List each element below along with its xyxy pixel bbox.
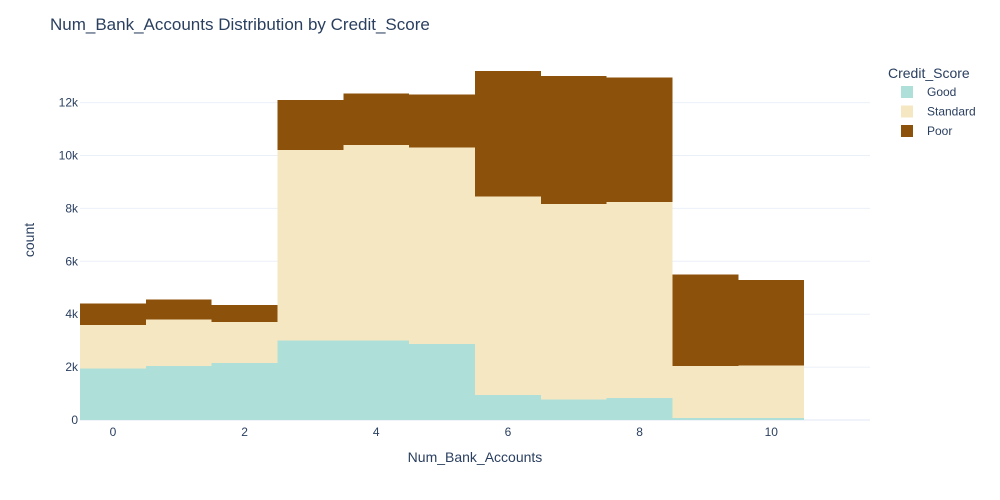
- bar-poor[interactable]: [606, 77, 673, 202]
- bar-poor[interactable]: [211, 304, 278, 323]
- bar-standard[interactable]: [475, 196, 541, 395]
- bar-poor[interactable]: [343, 93, 410, 145]
- x-tick-label: 8: [636, 425, 643, 439]
- bar-poor[interactable]: [277, 99, 344, 151]
- bar-good[interactable]: [211, 363, 278, 420]
- legend-swatch-standard[interactable]: [901, 105, 913, 118]
- bar-good[interactable]: [80, 368, 146, 420]
- x-tick-label: 2: [241, 425, 248, 439]
- bar-poor[interactable]: [80, 303, 146, 325]
- bar-good[interactable]: [145, 365, 212, 420]
- bar-poor[interactable]: [145, 299, 212, 320]
- bar-standard[interactable]: [80, 324, 146, 369]
- bar-poor[interactable]: [540, 75, 607, 205]
- bar-good[interactable]: [672, 418, 739, 420]
- legend-swatch-poor[interactable]: [901, 125, 913, 137]
- bar-good[interactable]: [409, 343, 475, 420]
- bar-poor[interactable]: [475, 70, 541, 197]
- y-tick-label: 4k: [65, 307, 79, 321]
- bar-standard[interactable]: [606, 201, 673, 399]
- x-tick-label: 4: [373, 425, 380, 439]
- bar-good[interactable]: [343, 340, 410, 420]
- y-tick-label: 6k: [65, 254, 79, 268]
- bar-standard[interactable]: [277, 150, 344, 341]
- y-tick-label: 8k: [65, 201, 79, 215]
- bar-poor[interactable]: [409, 94, 475, 148]
- bar-standard[interactable]: [409, 147, 475, 344]
- bar-good[interactable]: [277, 340, 344, 420]
- legend-label-poor[interactable]: Poor: [927, 124, 952, 138]
- bar-standard[interactable]: [343, 144, 410, 341]
- bar-standard[interactable]: [672, 366, 739, 419]
- legend-label-good[interactable]: Good: [927, 85, 956, 99]
- legend-items: Good Standard Poor: [901, 85, 976, 138]
- y-tick-label: 2k: [65, 360, 79, 374]
- chart-title: Num_Bank_Accounts Distribution by Credit…: [50, 15, 430, 34]
- legend-swatch-good[interactable]: [901, 86, 913, 98]
- y-tick-label: 10k: [59, 149, 79, 163]
- y-axis-title: count: [21, 223, 37, 257]
- bar-standard[interactable]: [211, 322, 278, 364]
- y-axis-ticks: 0 2k 4k 6k 8k 10k 12k: [59, 96, 79, 427]
- legend[interactable]: Credit_Score Good Standard Poor: [888, 65, 976, 138]
- bar-standard[interactable]: [540, 204, 607, 400]
- bar-good[interactable]: [540, 399, 607, 420]
- bar-good[interactable]: [606, 398, 673, 420]
- x-tick-label: 6: [505, 425, 512, 439]
- x-axis-title: Num_Bank_Accounts: [408, 449, 543, 465]
- legend-title: Credit_Score: [888, 65, 970, 81]
- bar-poor[interactable]: [738, 279, 805, 366]
- legend-label-standard[interactable]: Standard: [927, 105, 976, 119]
- y-tick-label: 0: [71, 413, 78, 427]
- bars-layer: [80, 70, 805, 420]
- x-tick-label: 10: [765, 425, 779, 439]
- x-axis-ticks: 0 2 4 6 8 10: [110, 425, 779, 439]
- y-tick-label: 12k: [59, 96, 79, 110]
- x-tick-label: 0: [110, 425, 117, 439]
- bar-standard[interactable]: [145, 319, 212, 366]
- bar-standard[interactable]: [738, 365, 805, 419]
- bar-good[interactable]: [738, 418, 805, 420]
- bar-poor[interactable]: [672, 274, 739, 367]
- bar-good[interactable]: [475, 394, 541, 420]
